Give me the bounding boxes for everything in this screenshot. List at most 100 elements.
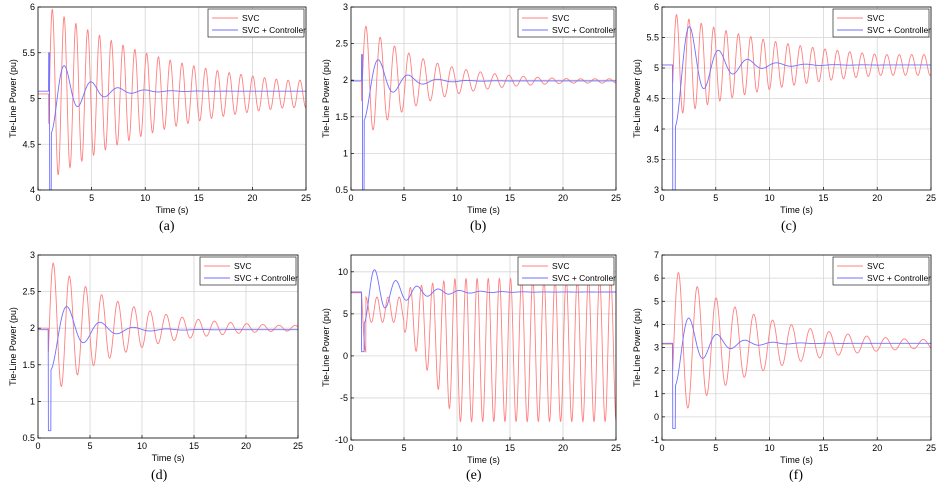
x-tick-label-a: 20 [247, 193, 257, 203]
y-tick-label-f: 7 [654, 250, 659, 260]
y-tick-label-d: 3 [30, 250, 35, 260]
x-axis-label-c: Time (s) [780, 205, 813, 215]
y-tick-label-e: 0 [343, 351, 348, 361]
series-line-f-svc-controller [662, 317, 931, 429]
x-tick-label-b: 15 [505, 193, 515, 203]
x-tick-label-d: 25 [293, 441, 303, 451]
y-axis-label-c: Tie-Line Power (pu) [632, 59, 642, 138]
caption-b: (b) [470, 219, 487, 234]
x-tick-label-d: 0 [35, 441, 40, 451]
x-tick-label-d: 5 [87, 441, 92, 451]
y-tick-label-a: 4.5 [22, 139, 35, 149]
series-line-b-svc [351, 25, 616, 131]
y-tick-label-f: 5 [654, 296, 659, 306]
legend-label-e: SVC [552, 261, 569, 271]
x-axis-label-d: Time (s) [152, 453, 185, 463]
y-tick-label-b: 2 [343, 75, 348, 85]
y-tick-label-f: -1 [651, 435, 659, 445]
axes-box-b [350, 6, 617, 191]
x-tick-label-f: 25 [926, 443, 936, 453]
y-tick-label-b: 0.5 [335, 185, 348, 195]
x-tick-label-b: 10 [452, 193, 462, 203]
x-tick-label-b: 0 [348, 193, 353, 203]
legend-label-c: SVC + Controller [867, 25, 931, 35]
legend-f [832, 256, 930, 286]
x-tick-label-f: 10 [765, 443, 775, 453]
legend-label-f: SVC + Controller [867, 273, 931, 283]
legend-e [517, 256, 615, 286]
x-tick-label-a: 10 [140, 193, 150, 203]
y-tick-label-c: 3 [654, 185, 659, 195]
y-tick-label-f: 1 [654, 389, 659, 399]
y-tick-label-a: 5 [30, 94, 35, 104]
y-tick-label-b: 1 [343, 148, 348, 158]
x-tick-label-f: 0 [659, 443, 664, 453]
y-axis-label-b: Tie-Line Power (pu) [321, 59, 331, 138]
x-tick-label-d: 15 [189, 441, 199, 451]
x-axis-label-a: Time (s) [156, 205, 189, 215]
y-tick-label-c: 4 [654, 124, 659, 134]
y-tick-label-c: 5 [654, 63, 659, 73]
series-line-b-svc-controller [351, 54, 616, 190]
series-line-d-svc [38, 262, 298, 387]
series-line-e-svc-controller [351, 269, 616, 353]
legend-label-d: SVC [234, 261, 251, 271]
x-tick-label-d: 10 [137, 441, 147, 451]
x-tick-label-b: 25 [611, 193, 621, 203]
x-tick-label-f: 20 [872, 443, 882, 453]
caption-e: (e) [466, 468, 482, 483]
x-tick-label-e: 5 [401, 443, 406, 453]
plot-area-d [38, 255, 298, 438]
x-tick-label-a: 0 [35, 193, 40, 203]
legend-label-b: SVC + Controller [552, 25, 616, 35]
y-tick-label-e: 5 [343, 309, 348, 319]
y-tick-label-d: 1 [30, 396, 35, 406]
series-line-c-svc-controller [662, 26, 931, 190]
series-line-e-svc [351, 277, 616, 423]
legend-c [832, 8, 930, 38]
y-tick-label-b: 1.5 [335, 112, 348, 122]
y-tick-label-f: 0 [654, 412, 659, 422]
x-tick-label-e: 20 [558, 443, 568, 453]
legend-label-a: SVC + Controller [242, 25, 306, 35]
y-axis-label-e: Tie-Line Power (pu) [321, 308, 331, 387]
legend-a [207, 8, 305, 38]
legend-label-e: SVC + Controller [552, 273, 616, 283]
y-tick-label-d: 2.5 [22, 287, 35, 297]
x-tick-label-a: 5 [89, 193, 94, 203]
x-axis-label-f: Time (s) [780, 455, 813, 465]
caption-d: (d) [151, 468, 168, 483]
x-tick-label-a: 25 [301, 193, 311, 203]
caption-f: (f) [789, 468, 803, 483]
y-tick-label-d: 2 [30, 323, 35, 333]
y-tick-label-c: 6 [654, 2, 659, 12]
y-axis-label-d: Tie-Line Power (pu) [8, 307, 18, 386]
x-tick-label-c: 20 [872, 193, 882, 203]
y-tick-label-a: 6 [30, 2, 35, 12]
x-tick-label-c: 15 [818, 193, 828, 203]
x-tick-label-f: 15 [818, 443, 828, 453]
x-tick-label-c: 0 [659, 193, 664, 203]
series-line-c-svc [662, 14, 931, 114]
y-tick-label-f: 2 [654, 366, 659, 376]
y-tick-label-a: 5.5 [22, 48, 35, 58]
y-tick-label-f: 3 [654, 343, 659, 353]
x-tick-label-d: 20 [241, 441, 251, 451]
x-tick-label-e: 0 [348, 443, 353, 453]
y-tick-label-e: -5 [340, 393, 348, 403]
y-tick-label-e: 10 [338, 267, 348, 277]
x-tick-label-c: 10 [765, 193, 775, 203]
x-tick-label-e: 15 [505, 443, 515, 453]
legend-label-f: SVC [867, 261, 884, 271]
y-tick-label-d: 1.5 [22, 360, 35, 370]
series-line-a-svc-controller [38, 52, 306, 190]
legend-d [199, 256, 297, 286]
x-tick-label-b: 5 [401, 193, 406, 203]
y-tick-label-c: 4.5 [646, 94, 659, 104]
plot-area-b [351, 7, 616, 190]
axes-box-e [350, 254, 617, 441]
x-tick-label-a: 15 [194, 193, 204, 203]
x-tick-label-e: 25 [611, 443, 621, 453]
series-line-a-svc [38, 8, 306, 176]
